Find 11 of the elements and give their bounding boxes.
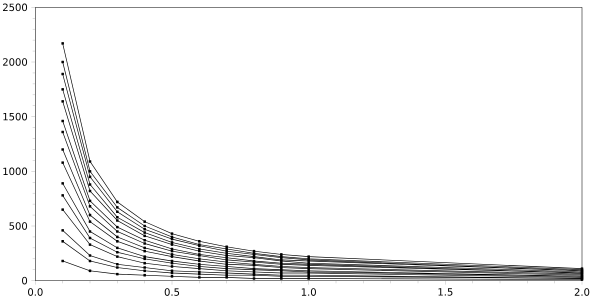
x-tick-label: 2.0 [574,288,590,296]
x-tick-label: 1.5 [438,288,452,296]
x-tick-label: 0.5 [164,288,180,296]
y-tick-label: 1000 [3,168,28,176]
y-tick-label: 1500 [3,112,28,120]
y-tick-label: 2000 [3,58,28,66]
y-tick-label: 2500 [3,4,28,12]
y-tick-label: 500 [9,222,28,230]
x-tick-label: 0.0 [28,288,43,296]
y-tick-label: 0 [22,276,28,284]
x-tick-label: 1.0 [302,288,316,296]
